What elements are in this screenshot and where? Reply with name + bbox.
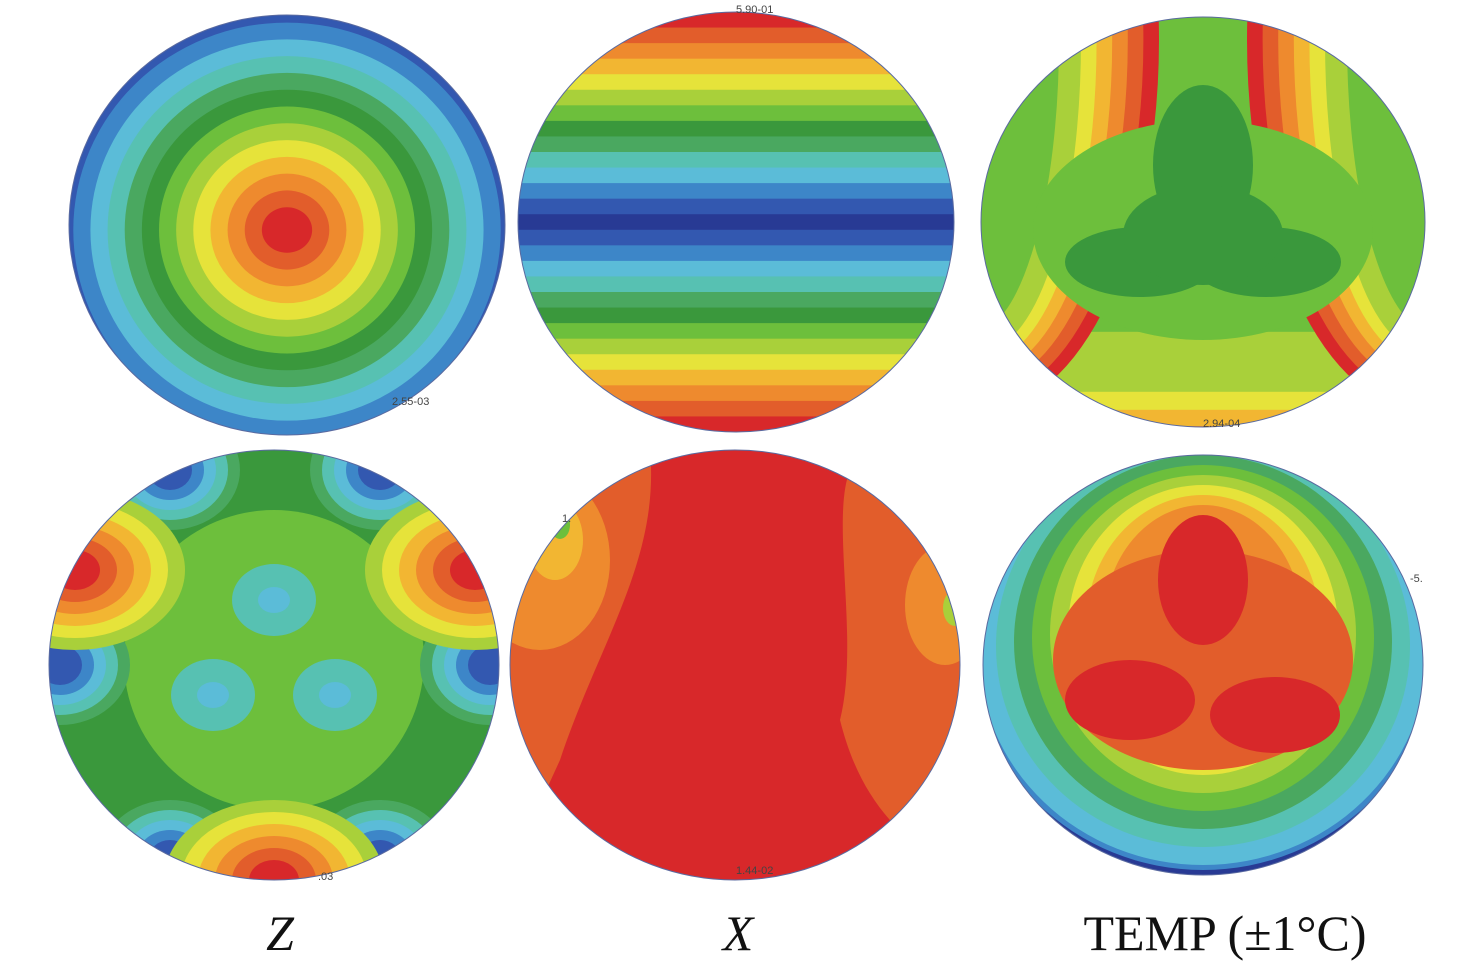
contour-band xyxy=(518,260,954,278)
contour-band xyxy=(518,214,954,231)
plot-z-top xyxy=(69,15,505,435)
outline xyxy=(68,14,506,436)
contour-band xyxy=(319,682,351,708)
contour-label: -5. xyxy=(1410,573,1423,585)
contour-band xyxy=(450,550,499,590)
contour-band xyxy=(1278,17,1425,387)
contour-band xyxy=(518,416,954,432)
contour-band xyxy=(197,682,229,708)
contour-band xyxy=(518,369,954,387)
contour-band xyxy=(232,848,316,880)
contour-band xyxy=(518,105,954,122)
caption: X xyxy=(721,905,756,961)
contour-band xyxy=(518,43,954,60)
contour-band xyxy=(518,198,954,216)
caption: TEMP (±1°C) xyxy=(1083,905,1366,961)
contour-label: 2.55-03 xyxy=(392,396,429,408)
contour-band xyxy=(518,354,954,371)
contour-band xyxy=(124,510,424,810)
outline xyxy=(509,449,961,881)
contour-band xyxy=(468,645,499,685)
outline xyxy=(980,16,1426,428)
contour-band xyxy=(518,183,954,200)
plot-x-top xyxy=(518,12,954,432)
contour-band xyxy=(518,400,954,418)
contour-band xyxy=(527,500,583,580)
contour-band xyxy=(518,276,954,293)
contour-band xyxy=(518,89,954,107)
contour-band xyxy=(518,338,954,356)
contour-band xyxy=(1247,17,1425,411)
contour-band xyxy=(261,207,313,253)
contour-band xyxy=(249,860,299,880)
contour-band xyxy=(136,450,204,500)
contour-label: 1.44-02 xyxy=(736,865,773,877)
contour-label: .03 xyxy=(318,871,333,883)
contour-band xyxy=(518,307,954,325)
contour-band xyxy=(1065,660,1195,740)
contour-band xyxy=(49,645,82,685)
contour-band xyxy=(258,587,290,613)
contour-band xyxy=(518,292,954,309)
contour-band xyxy=(981,17,1128,387)
contour-band xyxy=(1123,185,1283,285)
caption: Z xyxy=(266,905,295,961)
plot-z-bottom xyxy=(49,450,499,880)
contour-band xyxy=(518,229,954,247)
contour-band xyxy=(1158,515,1248,645)
contour-label: 2.94-04 xyxy=(1203,418,1240,430)
contour-band xyxy=(518,120,954,138)
contour-band xyxy=(518,74,954,91)
plot-x-bottom xyxy=(510,450,960,880)
outline xyxy=(982,454,1424,876)
plot-temp-bottom xyxy=(983,455,1423,875)
outline xyxy=(48,449,500,881)
contour-band xyxy=(518,323,954,340)
contour-band xyxy=(50,550,100,590)
contour-band xyxy=(1262,17,1425,399)
contour-band xyxy=(518,152,954,169)
contour-band xyxy=(518,167,954,185)
contour-band xyxy=(518,245,954,262)
contour-band xyxy=(981,17,1159,411)
contour-label: 5.90-01 xyxy=(736,4,773,16)
contour-label: 1. xyxy=(562,513,571,525)
contour-band xyxy=(518,136,954,153)
contour-band xyxy=(518,58,954,76)
contour-band xyxy=(148,450,192,490)
contour-band xyxy=(346,450,414,500)
contour-band xyxy=(518,385,954,402)
contour-band xyxy=(518,27,954,45)
contour-band xyxy=(981,17,1144,399)
contour-band xyxy=(1210,677,1340,753)
outline xyxy=(517,11,955,433)
outlines xyxy=(48,11,1426,881)
